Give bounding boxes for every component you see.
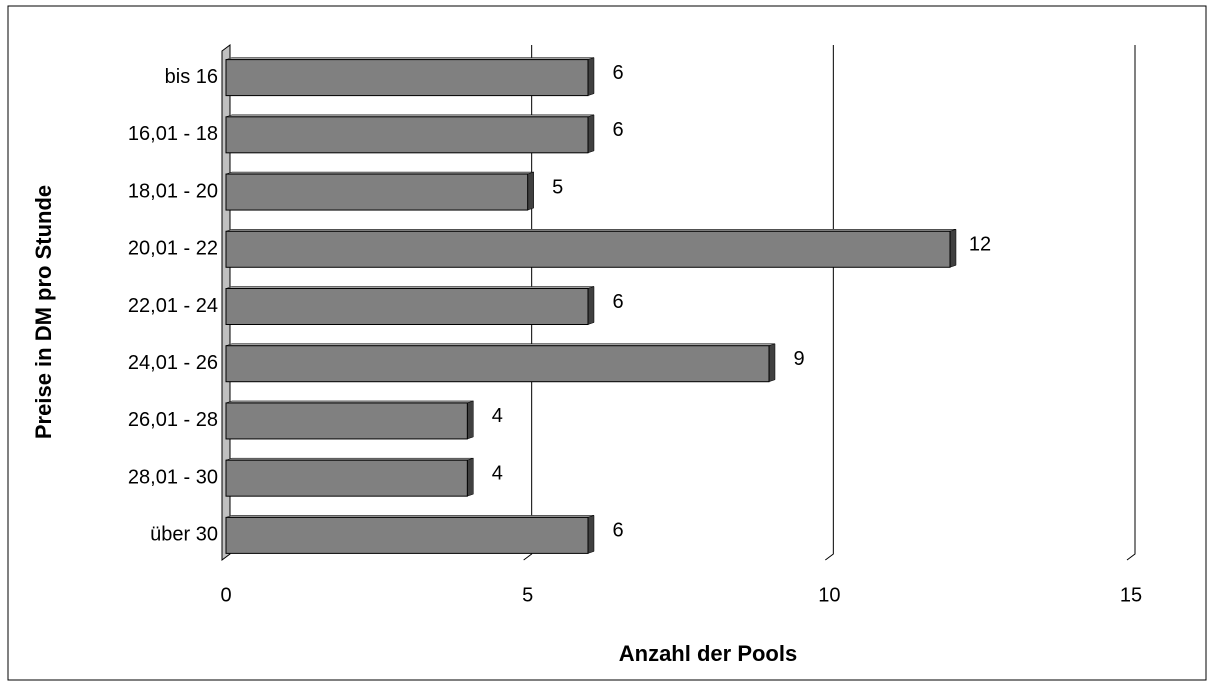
x-axis-title: Anzahl der Pools <box>619 641 797 666</box>
bar <box>225 173 529 211</box>
bar-side <box>768 343 776 383</box>
x-tick-label: 5 <box>522 584 533 606</box>
bar <box>225 230 951 268</box>
y-tick-label: 18,01 - 20 <box>128 180 218 202</box>
chart-border <box>7 5 1207 681</box>
bar-side <box>587 57 595 96</box>
y-tick-label: 28,01 - 30 <box>128 466 218 488</box>
data-label: 5 <box>552 176 563 198</box>
y-axis-title: Preise in DM pro Stunde <box>31 185 56 439</box>
data-label: 6 <box>612 520 623 542</box>
data-label: 9 <box>793 348 804 370</box>
data-label: 12 <box>969 234 991 256</box>
bar-side <box>467 400 474 440</box>
bar <box>225 59 589 97</box>
y-tick-label: 16,01 - 18 <box>128 123 218 145</box>
bar <box>225 516 589 554</box>
y-tick-label: 20,01 - 22 <box>128 238 218 260</box>
bar <box>225 402 468 440</box>
y-tick-label: über 30 <box>150 524 218 546</box>
bar <box>225 288 589 325</box>
y-tick-label: 24,01 - 26 <box>128 352 218 374</box>
bar-side <box>587 114 595 154</box>
data-label: 6 <box>612 291 623 313</box>
bar-side <box>587 286 595 325</box>
data-label: 4 <box>492 462 503 484</box>
bar <box>225 116 589 154</box>
x-tick-label: 10 <box>818 584 840 606</box>
bar <box>225 345 770 383</box>
grid-line <box>1126 45 1136 561</box>
grid-line <box>825 45 834 561</box>
bar-side <box>949 228 957 268</box>
bar-side <box>527 171 534 211</box>
bar <box>225 459 468 497</box>
bar-side <box>467 457 474 497</box>
y-tick-label: 26,01 - 28 <box>128 409 218 431</box>
y-tick-label: 22,01 - 24 <box>128 295 218 317</box>
grid-line <box>523 45 533 561</box>
data-label: 4 <box>492 405 503 427</box>
data-label: 6 <box>612 62 623 84</box>
x-tick-label: 0 <box>220 584 231 606</box>
bar-side <box>587 515 595 554</box>
x-tick-label: 15 <box>1120 584 1142 606</box>
y-tick-label: bis 16 <box>165 66 218 88</box>
data-label: 6 <box>612 119 623 141</box>
